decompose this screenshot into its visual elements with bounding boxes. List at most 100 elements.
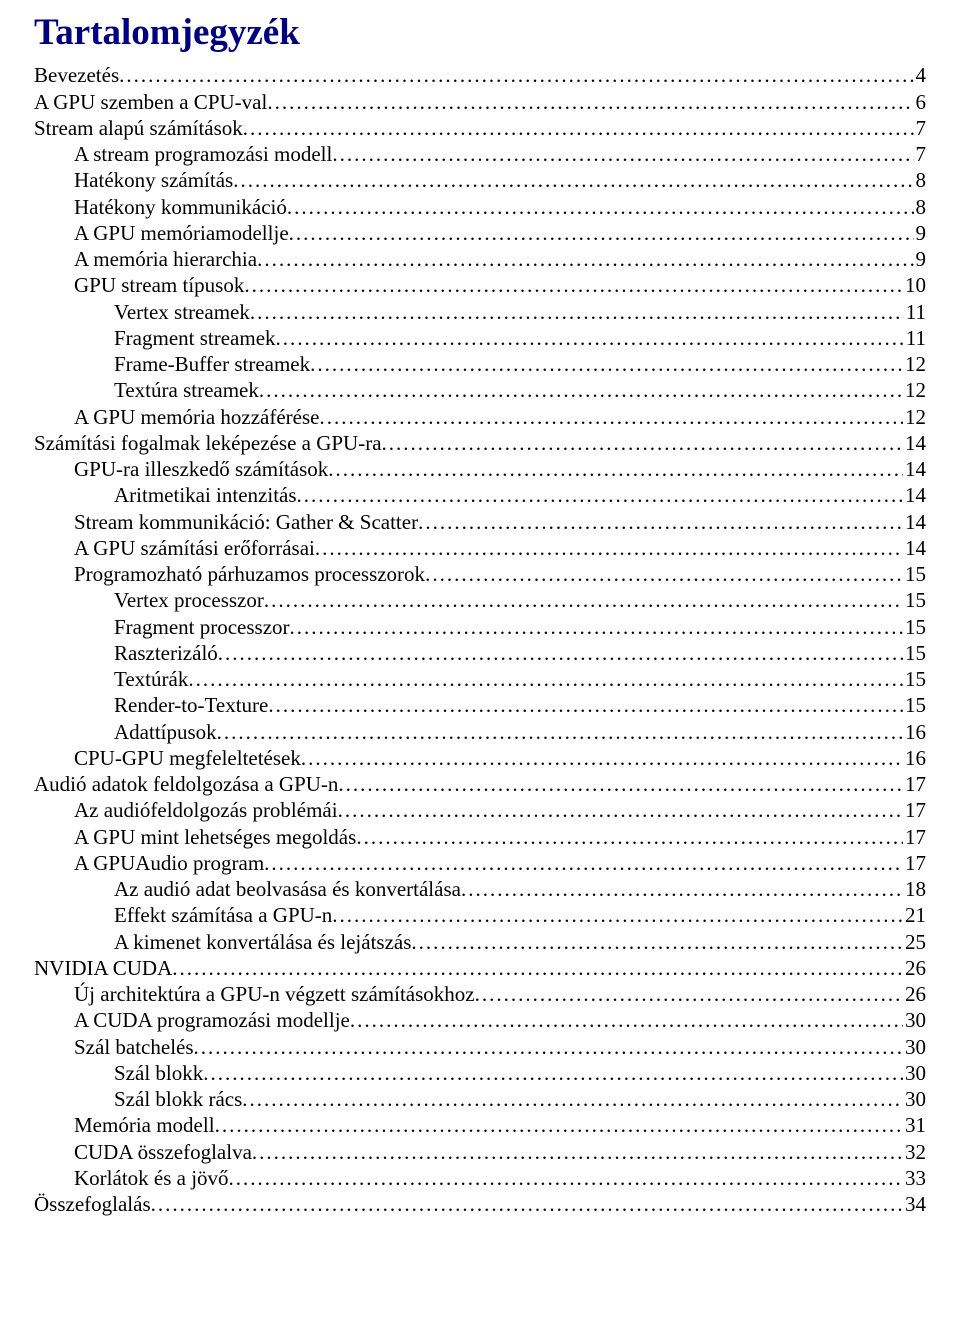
toc-entry-page: 15 [903, 561, 926, 587]
toc-dot-leader [268, 692, 903, 718]
toc-entry[interactable]: Hatékony kommunikáció8 [34, 194, 926, 220]
toc-entry[interactable]: Számítási fogalmak leképezése a GPU-ra14 [34, 430, 926, 456]
toc-entry-label: Programozható párhuzamos processzorok [74, 561, 425, 587]
toc-entry-page: 8 [914, 167, 927, 193]
toc-entry[interactable]: Fragment streamek 11 [34, 325, 926, 351]
toc-entry-page: 15 [903, 614, 926, 640]
toc-entry[interactable]: A GPU számítási erőforrásai 14 [34, 535, 926, 561]
toc-entry-page: 26 [903, 981, 926, 1007]
toc-entry[interactable]: Programozható párhuzamos processzorok 15 [34, 561, 926, 587]
toc-entry-page: 32 [903, 1139, 926, 1165]
toc-entry[interactable]: Hatékony számítás8 [34, 167, 926, 193]
toc-page: Tartalomjegyzék Bevezetés4A GPU szemben … [0, 0, 960, 1237]
toc-entry[interactable]: Stream kommunikáció: Gather & Scatter14 [34, 509, 926, 535]
toc-dot-leader [332, 902, 903, 928]
toc-entry-label: Fragment streamek [114, 325, 276, 351]
toc-entry-page: 17 [903, 824, 926, 850]
toc-entry-page: 30 [903, 1007, 926, 1033]
toc-entry[interactable]: A GPU szemben a CPU-val6 [34, 89, 926, 115]
toc-entry-label: Textúrák [114, 666, 188, 692]
toc-entry[interactable]: A kimenet konvertálása és lejátszás25 [34, 929, 926, 955]
toc-entry[interactable]: CUDA összefoglalva32 [34, 1139, 926, 1165]
toc-entry[interactable]: Az audiófeldolgozás problémái17 [34, 797, 926, 823]
toc-entry[interactable]: A GPUAudio program17 [34, 850, 926, 876]
toc-entry[interactable]: Korlátok és a jövő33 [34, 1165, 926, 1191]
toc-entry[interactable]: Összefoglalás34 [34, 1191, 926, 1217]
toc-entry-page: 15 [903, 692, 926, 718]
toc-entry[interactable]: Új architektúra a GPU-n végzett számítás… [34, 981, 926, 1007]
toc-entry[interactable]: Effekt számítása a GPU-n21 [34, 902, 926, 928]
toc-entry[interactable]: A GPU memóriamodellje9 [34, 220, 926, 246]
toc-entry-label: Audió adatok feldolgozása a GPU-n [34, 771, 338, 797]
toc-entry-label: Vertex streamek [114, 299, 250, 325]
toc-dot-leader [218, 640, 903, 666]
toc-entry[interactable]: Fragment processzor15 [34, 614, 926, 640]
toc-entry-page: 18 [903, 876, 926, 902]
toc-entry[interactable]: A CUDA programozási modellje30 [34, 1007, 926, 1033]
toc-entry[interactable]: CPU-GPU megfeleltetések16 [34, 745, 926, 771]
toc-dot-leader [264, 587, 903, 613]
toc-entry-label: A GPUAudio program [74, 850, 264, 876]
toc-entry[interactable]: Adattípusok16 [34, 719, 926, 745]
toc-entry[interactable]: Aritmetikai intenzitás14 [34, 482, 926, 508]
toc-entry[interactable]: Frame-Buffer streamek12 [34, 351, 926, 377]
toc-entry-label: A GPU memória hozzáférése [74, 404, 320, 430]
toc-entry-label: Hatékony kommunikáció [74, 194, 287, 220]
toc-entry-label: Az audió adat beolvasása és konvertálása [114, 876, 461, 902]
toc-entry-label: Effekt számítása a GPU-n [114, 902, 332, 928]
toc-dot-leader [243, 115, 914, 141]
toc-entry-page: 11 [904, 325, 926, 351]
toc-dot-leader [215, 1112, 903, 1138]
toc-entry-page: 9 [914, 246, 927, 272]
toc-dot-leader [233, 167, 913, 193]
toc-entry-label: A stream programozási modell [74, 141, 332, 167]
toc-entry[interactable]: Textúrák15 [34, 666, 926, 692]
toc-entry-page: 17 [903, 797, 926, 823]
toc-entry[interactable]: Az audió adat beolvasása és konvertálása… [34, 876, 926, 902]
toc-entry[interactable]: Textúra streamek12 [34, 377, 926, 403]
toc-dot-leader [301, 745, 903, 771]
toc-entry[interactable]: Szál blokk30 [34, 1060, 926, 1086]
toc-entry[interactable]: Szál batchelés30 [34, 1034, 926, 1060]
toc-entry-label: A GPU szemben a CPU-val [34, 89, 267, 115]
toc-entry[interactable]: GPU-ra illeszkedő számítások 14 [34, 456, 926, 482]
toc-entry-label: A GPU mint lehetséges megoldás [74, 824, 356, 850]
toc-entry-label: A kimenet konvertálása és lejátszás [114, 929, 411, 955]
toc-dot-leader [229, 1165, 903, 1191]
toc-entry[interactable]: Bevezetés4 [34, 62, 926, 88]
toc-entry[interactable]: Vertex processzor15 [34, 587, 926, 613]
toc-entry[interactable]: NVIDIA CUDA26 [34, 955, 926, 981]
toc-dot-leader [338, 797, 903, 823]
toc-entry[interactable]: Memória modell31 [34, 1112, 926, 1138]
toc-entry-label: GPU-ra illeszkedő számítások [74, 456, 328, 482]
toc-entry-label: Összefoglalás [34, 1191, 151, 1217]
toc-entry[interactable]: Raszterizáló15 [34, 640, 926, 666]
toc-dot-leader [119, 62, 913, 88]
toc-entry-page: 31 [903, 1112, 926, 1138]
toc-entry-label: A memória hierarchia [74, 246, 257, 272]
toc-entry[interactable]: A GPU mint lehetséges megoldás 17 [34, 824, 926, 850]
toc-entry[interactable]: A memória hierarchia 9 [34, 246, 926, 272]
toc-entry[interactable]: GPU stream típusok10 [34, 272, 926, 298]
toc-entry-page: 7 [914, 115, 927, 141]
toc-entry-page: 14 [903, 456, 926, 482]
toc-dot-leader [188, 666, 903, 692]
toc-title: Tartalomjegyzék [34, 10, 926, 56]
toc-dot-leader [290, 614, 903, 640]
toc-entry-page: 14 [903, 430, 926, 456]
toc-entry[interactable]: A stream programozási modell7 [34, 141, 926, 167]
toc-entry[interactable]: Audió adatok feldolgozása a GPU-n17 [34, 771, 926, 797]
toc-entry[interactable]: Stream alapú számítások 7 [34, 115, 926, 141]
toc-entry-page: 14 [903, 509, 926, 535]
toc-entry[interactable]: Render-to-Texture15 [34, 692, 926, 718]
toc-entry[interactable]: Vertex streamek11 [34, 299, 926, 325]
toc-entry-label: Korlátok és a jövő [74, 1165, 229, 1191]
toc-entry-label: A GPU számítási erőforrásai [74, 535, 315, 561]
toc-entry-page: 14 [903, 535, 926, 561]
toc-entry-page: 10 [903, 272, 926, 298]
toc-entry[interactable]: Szál blokk rács30 [34, 1086, 926, 1112]
toc-entry[interactable]: A GPU memória hozzáférése12 [34, 404, 926, 430]
toc-entry-label: CPU-GPU megfeleltetések [74, 745, 301, 771]
toc-entry-label: Stream alapú számítások [34, 115, 243, 141]
toc-entry-page: 16 [903, 719, 926, 745]
